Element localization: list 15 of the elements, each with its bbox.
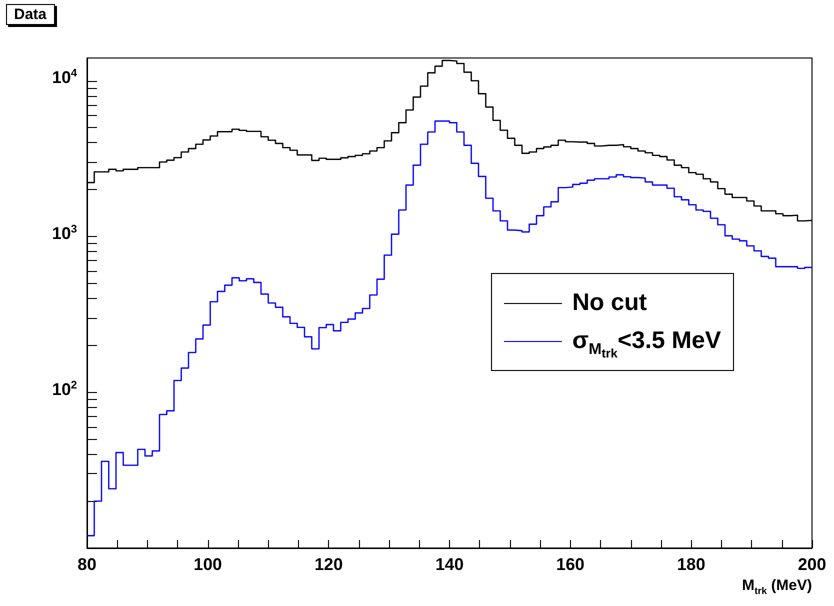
x-tick-label: 160: [556, 555, 585, 574]
x-tick-label: 120: [314, 555, 343, 574]
x-tick-label: 100: [194, 555, 222, 574]
legend-label: σ$_{M}$$_{trk}$<3.5 MeV: [572, 326, 721, 360]
x-tick-label: 200: [798, 555, 826, 574]
legend-label: No cut: [572, 289, 647, 316]
y-tick-label: 10$^{4}$: [52, 68, 78, 88]
y-tick-label: 10$^{2}$: [52, 379, 78, 399]
y-tick-label: 10$^{3}$: [52, 223, 78, 243]
x-tick-label: 180: [676, 555, 706, 574]
x-tick-label: 140: [435, 555, 464, 574]
x-tick-label: 80: [78, 555, 96, 574]
legend-frame: No cut σ$_{M}$$_{trk}$<3.5 MeV: [491, 273, 734, 371]
chart-title: Data: [14, 6, 48, 23]
x-axis-title: M$_{trk}$ (MeV): [742, 577, 812, 597]
